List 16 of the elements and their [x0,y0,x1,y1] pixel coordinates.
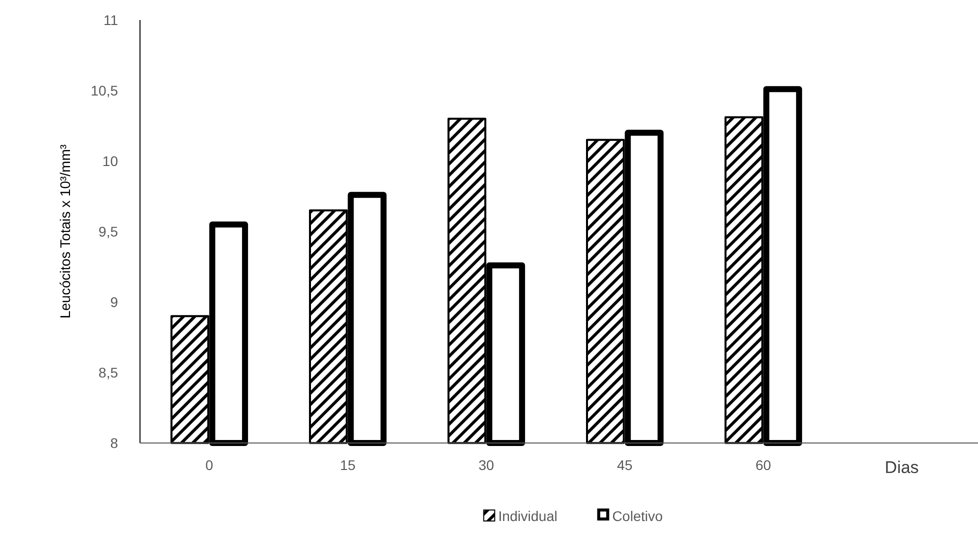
y-tick-label: 11 [103,12,118,28]
x-tick-label: 60 [756,457,772,473]
y-tick-label: 9 [110,294,118,310]
y-tick-label: 10 [102,152,118,169]
y-tick-label: 8 [110,434,118,451]
x-tick-label: 15 [340,457,356,473]
x-tick-label: 30 [478,457,494,473]
x-tick-label: 0 [205,457,214,473]
y-axis-title: Leucócitos Totais x 10³/mm³ [57,144,73,319]
x-axis-title: Dias [884,458,919,477]
legend-label: Individual [498,508,558,524]
y-tick-label: 8,5 [98,364,118,380]
y-tick-label: 9,5 [98,223,118,240]
x-tick-label: 45 [617,457,633,473]
y-tick-label: 10,5 [90,82,118,98]
legend-label: Coletivo [612,508,663,524]
